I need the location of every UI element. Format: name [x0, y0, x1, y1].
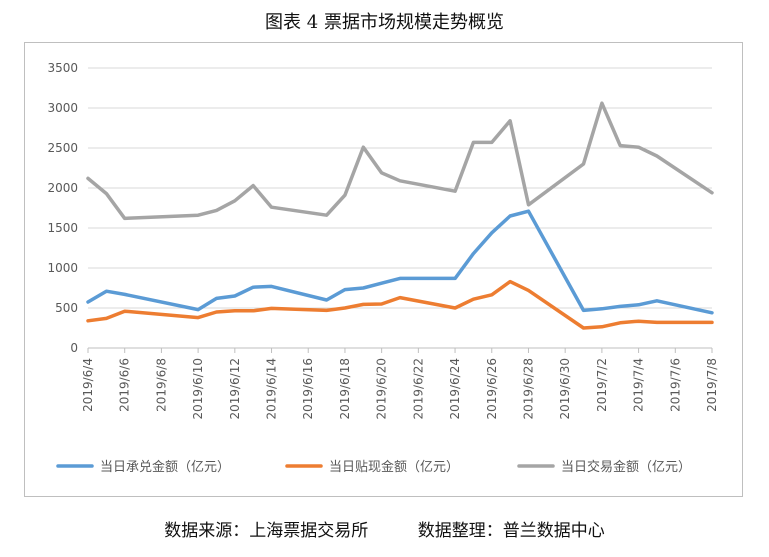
- legend-label-2: 当日贴现金额（亿元）: [329, 459, 459, 475]
- data-compiled-by: 数据整理：普兰数据中心: [417, 521, 605, 541]
- series-line-1: [86, 209, 714, 315]
- legend-label-1: 当日承兑金额（亿元）: [100, 459, 230, 475]
- x-tick-label: 2019/6/20: [375, 358, 389, 420]
- series-lines: [86, 101, 714, 330]
- x-tick-label: 2019/6/12: [228, 358, 242, 420]
- y-tick-label: 3500: [47, 61, 78, 75]
- y-tick-label: 1500: [47, 221, 78, 235]
- footer: 数据来源：上海票据交易所 数据整理：普兰数据中心: [0, 516, 769, 541]
- chart-frame: [24, 42, 743, 497]
- x-tick-label: 2019/6/30: [558, 358, 572, 420]
- x-tick-label: 2019/6/4: [81, 358, 95, 412]
- legend: 当日承兑金额（亿元） 当日贴现金额（亿元） 当日交易金额（亿元）: [56, 459, 691, 475]
- x-axis-ticks: 2019/6/4 2019/6/6 2019/6/8 2019/6/10 2019/6/…: [81, 348, 719, 420]
- y-tick-label: 3000: [47, 101, 78, 115]
- x-tick-label: 2019/6/28: [521, 358, 535, 420]
- x-tick-label: 2019/6/8: [154, 358, 168, 412]
- y-tick-label: 0: [70, 341, 78, 355]
- series-line-3: [86, 101, 714, 221]
- x-tick-label: 2019/7/4: [632, 358, 646, 412]
- chart-title: 图表 4 票据市场规模走势概览: [265, 12, 504, 33]
- data-source: 数据来源：上海票据交易所: [164, 521, 369, 541]
- series-line-2: [86, 279, 714, 330]
- y-axis-ticks: 0 500 1000 1500 2000 2500 3000 3500: [47, 61, 78, 355]
- x-tick-label: 2019/6/26: [485, 358, 499, 420]
- x-tick-label: 2019/6/24: [448, 358, 462, 420]
- y-tick-label: 2500: [47, 141, 78, 155]
- legend-label-3: 当日交易金额（亿元）: [561, 459, 691, 475]
- x-tick-label: 2019/6/6: [118, 358, 132, 412]
- y-tick-label: 1000: [47, 261, 78, 275]
- x-tick-label: 2019/6/10: [191, 358, 205, 420]
- x-tick-label: 2019/6/22: [411, 358, 425, 420]
- x-tick-label: 2019/6/18: [338, 358, 352, 420]
- x-tick-label: 2019/7/2: [595, 358, 609, 412]
- x-tick-label: 2019/7/8: [705, 358, 719, 412]
- x-tick-label: 2019/6/16: [301, 358, 315, 420]
- y-tick-label: 500: [55, 301, 78, 315]
- y-tick-label: 2000: [47, 181, 78, 195]
- grid-lines: [88, 67, 712, 349]
- x-tick-label: 2019/7/6: [668, 358, 682, 412]
- x-tick-label: 2019/6/14: [265, 358, 279, 420]
